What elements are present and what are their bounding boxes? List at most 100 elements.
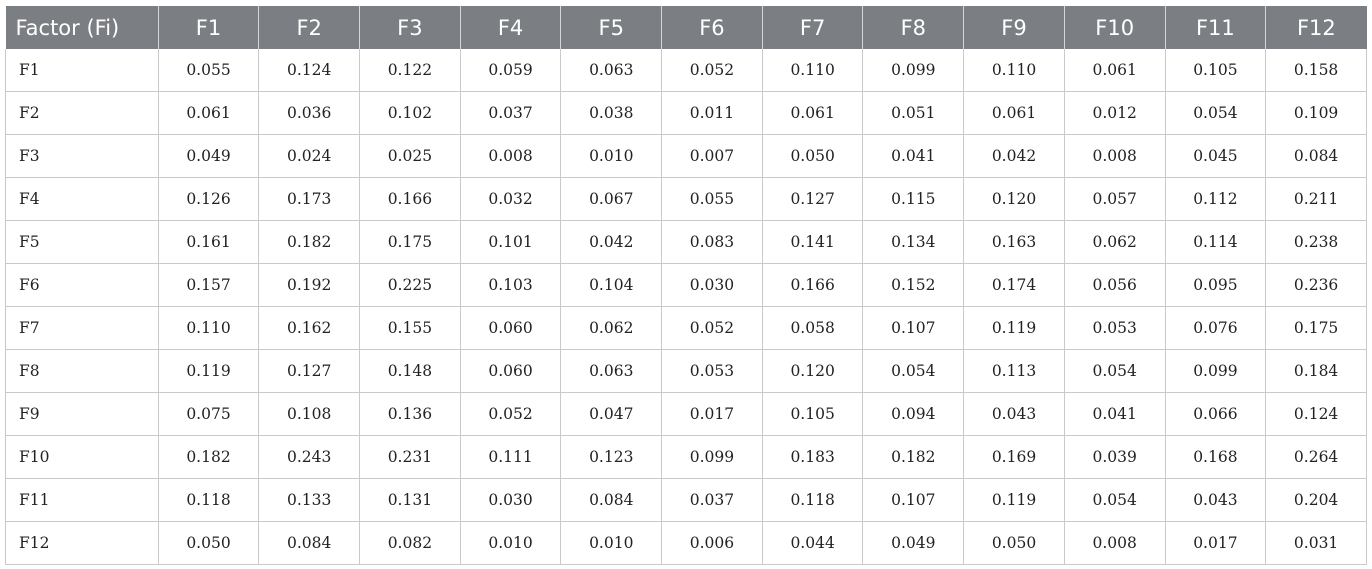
table-cell: 0.054 [1064,349,1166,393]
table-header: Factor (Fi) F1 F2 F3 F4 F5 F6 F7 F8 F9 F10 F11 F12 [5,6,1367,49]
row-label: F1 [5,49,159,92]
row-label: F9 [5,392,159,436]
table-cell: 0.061 [1064,49,1166,92]
table-row: F8 0.119 0.127 0.148 0.060 0.063 0.053 0.120 0.0… [5,349,1367,393]
table-cell: 0.136 [359,392,461,436]
table-cell: 0.238 [1265,220,1367,264]
row-label: F11 [5,478,159,522]
table-cell: 0.017 [1165,521,1267,565]
table-cell: 0.120 [762,349,864,393]
column-header-f2: F2 [258,6,361,49]
table-cell: 0.204 [1265,478,1367,522]
table-cell: 0.107 [862,478,965,522]
table-cell: 0.109 [1265,91,1367,135]
table-cell: 0.084 [258,521,361,565]
table-cell: 0.083 [661,220,763,264]
table-cell: 0.008 [1064,521,1166,565]
table-cell: 0.119 [158,349,260,393]
table-cell: 0.041 [1064,392,1166,436]
table-cell: 0.127 [258,349,361,393]
table-cell: 0.054 [862,349,965,393]
table-cell: 0.169 [963,435,1065,479]
table-cell: 0.108 [258,392,361,436]
table-cell: 0.053 [1064,306,1166,350]
table-cell: 0.133 [258,478,361,522]
influence-matrix-table: Factor (Fi) F1 F2 F3 F4 F5 F6 F7 F8 F9 F10 F11 F12 F… [5,6,1367,565]
table-cell: 0.099 [862,49,965,92]
table-cell: 0.184 [1265,349,1367,393]
table-row: F9 0.075 0.108 0.136 0.052 0.047 0.017 0.105 0.0… [5,392,1367,436]
table-cell: 0.099 [661,435,763,479]
table-cell: 0.031 [1265,521,1367,565]
table-cell: 0.192 [258,263,361,307]
table-cell: 0.047 [560,392,663,436]
table-cell: 0.045 [1165,134,1267,178]
table-cell: 0.084 [1265,134,1367,178]
table-row: F1 0.055 0.124 0.122 0.059 0.063 0.052 0.110 0.0… [5,49,1367,92]
table-cell: 0.012 [1064,91,1166,135]
table-cell: 0.052 [661,306,763,350]
row-label: F5 [5,220,159,264]
column-header-f9: F9 [963,6,1065,49]
table-cell: 0.166 [762,263,864,307]
column-header-f5: F5 [560,6,663,49]
table-cell: 0.057 [1064,177,1166,221]
column-header-f7: F7 [762,6,864,49]
table-cell: 0.050 [963,521,1065,565]
table-cell: 0.042 [963,134,1065,178]
table-cell: 0.094 [862,392,965,436]
table-row: F11 0.118 0.133 0.131 0.030 0.084 0.037 0.118 0.… [5,478,1367,522]
row-label: F6 [5,263,159,307]
table-cell: 0.053 [661,349,763,393]
row-label: F2 [5,91,159,135]
table-cell: 0.052 [661,49,763,92]
table-cell: 0.124 [1265,392,1367,436]
table-cell: 0.163 [963,220,1065,264]
row-label: F4 [5,177,159,221]
table-cell: 0.075 [158,392,260,436]
header-row: Factor (Fi) F1 F2 F3 F4 F5 F6 F7 F8 F9 F10 F11 F12 [5,6,1367,49]
table-cell: 0.157 [158,263,260,307]
table-cell: 0.110 [963,49,1065,92]
table-cell: 0.162 [258,306,361,350]
table-cell: 0.124 [258,49,361,92]
table-cell: 0.152 [862,263,965,307]
row-label: F8 [5,349,159,393]
table-cell: 0.067 [560,177,663,221]
table-cell: 0.236 [1265,263,1367,307]
table-cell: 0.099 [1165,349,1267,393]
table-cell: 0.231 [359,435,461,479]
table-cell: 0.211 [1265,177,1367,221]
table-cell: 0.059 [460,49,562,92]
table-cell: 0.264 [1265,435,1367,479]
table-cell: 0.008 [1064,134,1166,178]
table-cell: 0.104 [560,263,663,307]
column-header-factor: Factor (Fi) [5,6,159,49]
table-cell: 0.183 [762,435,864,479]
table-cell: 0.095 [1165,263,1267,307]
table-cell: 0.049 [862,521,965,565]
table-cell: 0.055 [158,49,260,92]
row-label: F7 [5,306,159,350]
table-cell: 0.061 [963,91,1065,135]
table-cell: 0.006 [661,521,763,565]
table-row: F7 0.110 0.162 0.155 0.060 0.062 0.052 0.058 0.1… [5,306,1367,350]
table-cell: 0.062 [560,306,663,350]
row-label: F10 [5,435,159,479]
table-cell: 0.017 [661,392,763,436]
table-cell: 0.168 [1165,435,1267,479]
table-cell: 0.101 [460,220,562,264]
table-cell: 0.243 [258,435,361,479]
row-label: F12 [5,521,159,565]
table-cell: 0.110 [158,306,260,350]
table-cell: 0.051 [862,91,965,135]
table-row: F5 0.161 0.182 0.175 0.101 0.042 0.083 0.141 0.1… [5,220,1367,264]
table-body: F1 0.055 0.124 0.122 0.059 0.063 0.052 0.110 0.0… [5,49,1367,565]
table-cell: 0.182 [158,435,260,479]
table-cell: 0.118 [762,478,864,522]
table-cell: 0.119 [963,306,1065,350]
table-cell: 0.054 [1064,478,1166,522]
table-cell: 0.102 [359,91,461,135]
table-row: F12 0.050 0.084 0.082 0.010 0.010 0.006 0.044 0.… [5,521,1367,565]
table-cell: 0.084 [560,478,663,522]
